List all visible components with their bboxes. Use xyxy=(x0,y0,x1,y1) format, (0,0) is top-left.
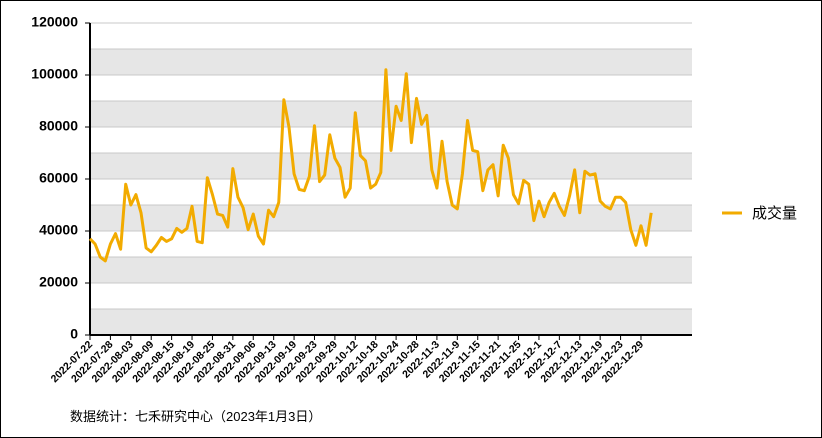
y-tick-label: 60000 xyxy=(39,170,78,186)
grid-band xyxy=(90,153,692,179)
y-tick-label: 80000 xyxy=(39,118,78,134)
legend-label: 成交量 xyxy=(752,204,797,222)
grid-band xyxy=(90,205,692,231)
y-tick-label: 120000 xyxy=(31,14,78,30)
grid-band xyxy=(90,257,692,283)
y-tick-label: 100000 xyxy=(31,66,78,82)
grid-band xyxy=(90,49,692,75)
grid-band xyxy=(90,309,692,335)
y-tick-label: 20000 xyxy=(39,274,78,290)
data-line xyxy=(88,68,653,263)
grid-band xyxy=(90,101,692,127)
source-note: 数据统计：七禾研究中心（2023年1月3日） xyxy=(70,409,321,424)
y-tick-label: 0 xyxy=(70,326,78,342)
y-tick-label: 40000 xyxy=(39,222,78,238)
